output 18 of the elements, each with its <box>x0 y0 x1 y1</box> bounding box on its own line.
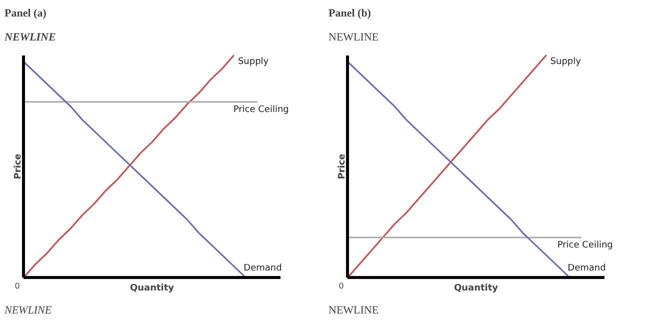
y-axis-title: Price <box>14 154 24 180</box>
chart-subtitle: NEWLINE <box>4 32 56 44</box>
x-axis-title: Quantity <box>130 284 174 294</box>
text: NEWLINE <box>4 304 52 316</box>
series-label: Demand <box>244 263 282 274</box>
series-label: Price Ceiling <box>233 104 289 115</box>
chart-title: Panel (b) <box>328 8 372 20</box>
text: 0 <box>338 281 344 290</box>
series-label: Demand <box>568 263 606 274</box>
text: NEWLINE <box>328 304 379 316</box>
series-label: Supply <box>550 57 582 68</box>
chart-title: Panel (a) <box>4 8 47 20</box>
chart-subtitle: NEWLINE <box>328 32 379 44</box>
y-axis-title: Price <box>338 154 348 180</box>
series-label: Supply <box>238 57 270 68</box>
series-label: Price Ceiling <box>557 240 613 250</box>
x-axis-title: Quantity <box>454 284 498 294</box>
text: 0 <box>14 281 20 290</box>
